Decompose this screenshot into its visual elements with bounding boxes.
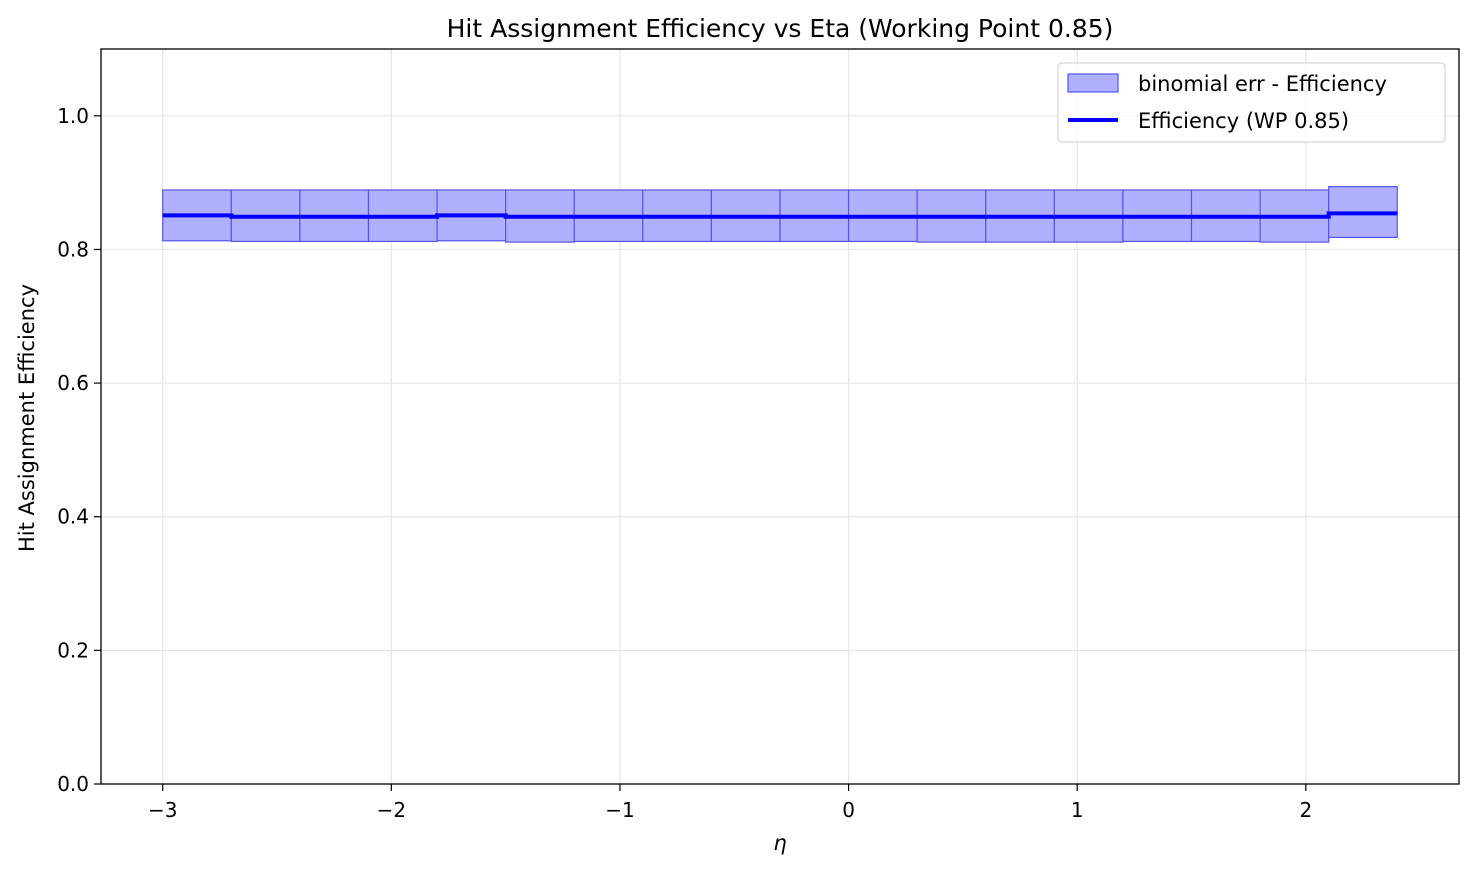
chart-title: Hit Assignment Efficiency vs Eta (Workin…	[447, 14, 1114, 43]
y-tick-label: 1.0	[57, 104, 89, 128]
y-tick-label: 0.0	[57, 772, 89, 796]
efficiency-step-line	[162, 211, 1398, 219]
y-axis-ticks: 0.0 0.2 0.4 0.6 0.8 1.0	[57, 104, 101, 796]
legend: binomial err - Efficiency Efficiency (WP…	[1057, 62, 1446, 143]
x-axis-ticks: −3 −2 −1 0 1 2	[148, 784, 1312, 822]
y-tick-label: 0.2	[57, 638, 89, 662]
y-axis-label: Hit Assignment Efficiency	[15, 284, 39, 552]
binomial-error-bands	[162, 186, 1398, 243]
x-tick-label: 1	[1071, 798, 1084, 822]
y-tick-label: 0.4	[57, 505, 89, 529]
legend-label-line: Efficiency (WP 0.85)	[1138, 109, 1349, 133]
x-axis-label: η	[773, 831, 786, 855]
x-tick-label: −2	[377, 798, 406, 822]
x-tick-label: 0	[842, 798, 855, 822]
y-tick-label: 0.6	[57, 371, 89, 395]
plot-frame	[100, 48, 1460, 785]
efficiency-line	[162, 211, 1398, 219]
y-tick-label: 0.8	[57, 237, 89, 261]
x-tick-label: 2	[1299, 798, 1312, 822]
x-tick-label: −1	[605, 798, 634, 822]
legend-label-band: binomial err - Efficiency	[1138, 72, 1387, 96]
legend-swatch-band	[1067, 73, 1119, 93]
grid	[101, 49, 1459, 785]
legend-frame	[1057, 62, 1446, 143]
x-tick-label: −3	[148, 798, 177, 822]
